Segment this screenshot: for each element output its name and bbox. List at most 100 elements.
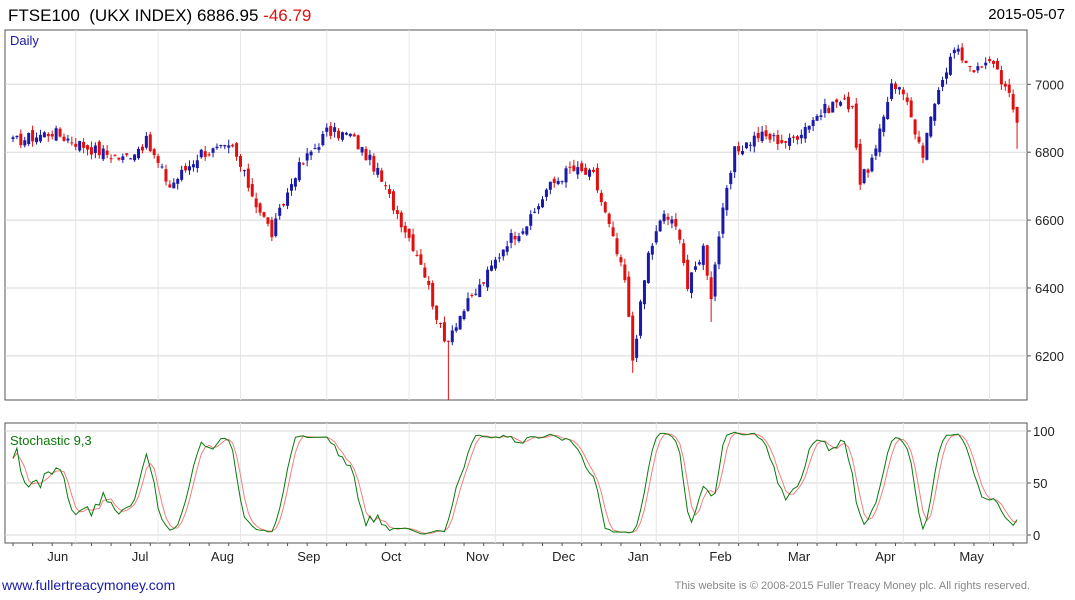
candle-body	[984, 62, 988, 66]
candle-body	[776, 134, 780, 145]
candle-body	[517, 236, 521, 242]
candle-body	[474, 293, 478, 295]
candle-body	[780, 140, 784, 143]
stochastic-panel-title: Stochastic 9,3	[10, 433, 92, 448]
candle-body	[317, 147, 321, 150]
candle-body	[148, 134, 152, 152]
candle-body	[756, 132, 760, 139]
candle-body	[599, 192, 603, 203]
candle-body	[858, 143, 862, 185]
candle-body	[140, 146, 144, 151]
candle-body	[576, 167, 580, 175]
candle-body	[97, 141, 101, 156]
candle-body	[227, 145, 231, 148]
candle-body	[666, 216, 670, 220]
candle-body	[733, 146, 737, 173]
candle-body	[337, 130, 341, 139]
candle-body	[490, 265, 494, 271]
candle-body	[399, 212, 403, 228]
candle-body	[548, 181, 552, 190]
candle-body	[282, 203, 286, 206]
candle-body	[603, 202, 607, 213]
candle-body	[937, 89, 941, 104]
candle-body	[454, 327, 458, 331]
candle-body	[964, 60, 968, 63]
candle-body	[86, 145, 90, 150]
candle-body	[82, 141, 86, 148]
last-price: 6886.95	[196, 6, 259, 25]
candle-body	[478, 284, 482, 298]
candle-body	[462, 311, 466, 320]
candle-body	[380, 170, 384, 182]
candle-body	[54, 128, 58, 141]
candle-body	[623, 264, 627, 281]
price-change: -46.79	[263, 6, 312, 25]
candle-body	[458, 316, 462, 330]
website-link[interactable]: www.fullertreacymoney.com	[2, 577, 176, 593]
candle-body	[835, 99, 839, 103]
candle-body	[929, 116, 933, 137]
candle-body	[152, 149, 156, 156]
candle-body	[62, 136, 66, 141]
candle-body	[882, 116, 886, 132]
candle-body	[105, 150, 109, 155]
candle-body	[262, 212, 266, 217]
candle-body	[670, 219, 674, 224]
candle-body	[811, 120, 815, 126]
candle-body	[388, 189, 392, 194]
candle-body	[50, 133, 54, 137]
candle-body	[348, 133, 352, 137]
candle-body	[866, 169, 870, 173]
candle-body	[156, 156, 160, 163]
candles	[11, 43, 1019, 400]
candle-body	[713, 264, 717, 297]
candle-body	[529, 214, 533, 226]
candle-body	[905, 97, 909, 102]
candle-body	[948, 56, 952, 75]
candle-body	[203, 151, 207, 157]
month-label: Dec	[552, 549, 576, 564]
stochastic-k-line	[12, 431, 1018, 535]
candle-body	[580, 163, 584, 172]
candle-body	[627, 276, 631, 317]
candle-body	[886, 102, 890, 119]
candle-body	[988, 59, 992, 62]
candle-body	[748, 144, 752, 146]
candle-body	[941, 79, 945, 87]
month-label: Oct	[381, 549, 402, 564]
candle-body	[113, 155, 117, 157]
stochastic-tick-label: 0	[1033, 528, 1040, 543]
candle-body	[231, 144, 235, 147]
candle-body	[560, 181, 564, 183]
candle-body	[697, 262, 701, 265]
candle-body	[893, 83, 897, 90]
candle-body	[66, 138, 70, 141]
candle-body	[254, 198, 258, 208]
candle-body	[289, 184, 293, 191]
candle-body	[93, 145, 97, 153]
candle-body	[286, 192, 290, 206]
candle-body	[944, 72, 948, 79]
candle-body	[431, 282, 435, 307]
candle-body	[768, 133, 772, 140]
candle-body	[513, 235, 517, 240]
month-label: May	[959, 549, 984, 564]
candle-body	[572, 165, 576, 171]
candle-body	[823, 103, 827, 114]
candle-body	[133, 154, 137, 161]
candle-body	[799, 134, 803, 139]
candle-body	[764, 130, 768, 137]
candle-body	[435, 305, 439, 320]
candle-body	[395, 210, 399, 214]
candle-body	[540, 199, 544, 208]
candle-body	[246, 168, 250, 188]
candle-body	[788, 137, 792, 146]
candle-body	[521, 231, 525, 234]
candle-body	[525, 226, 529, 235]
candle-body	[439, 323, 443, 325]
candle-body	[588, 169, 592, 177]
candle-body	[121, 156, 125, 160]
candle-body	[874, 148, 878, 156]
candle-body	[274, 218, 278, 236]
candle-body	[219, 144, 223, 147]
